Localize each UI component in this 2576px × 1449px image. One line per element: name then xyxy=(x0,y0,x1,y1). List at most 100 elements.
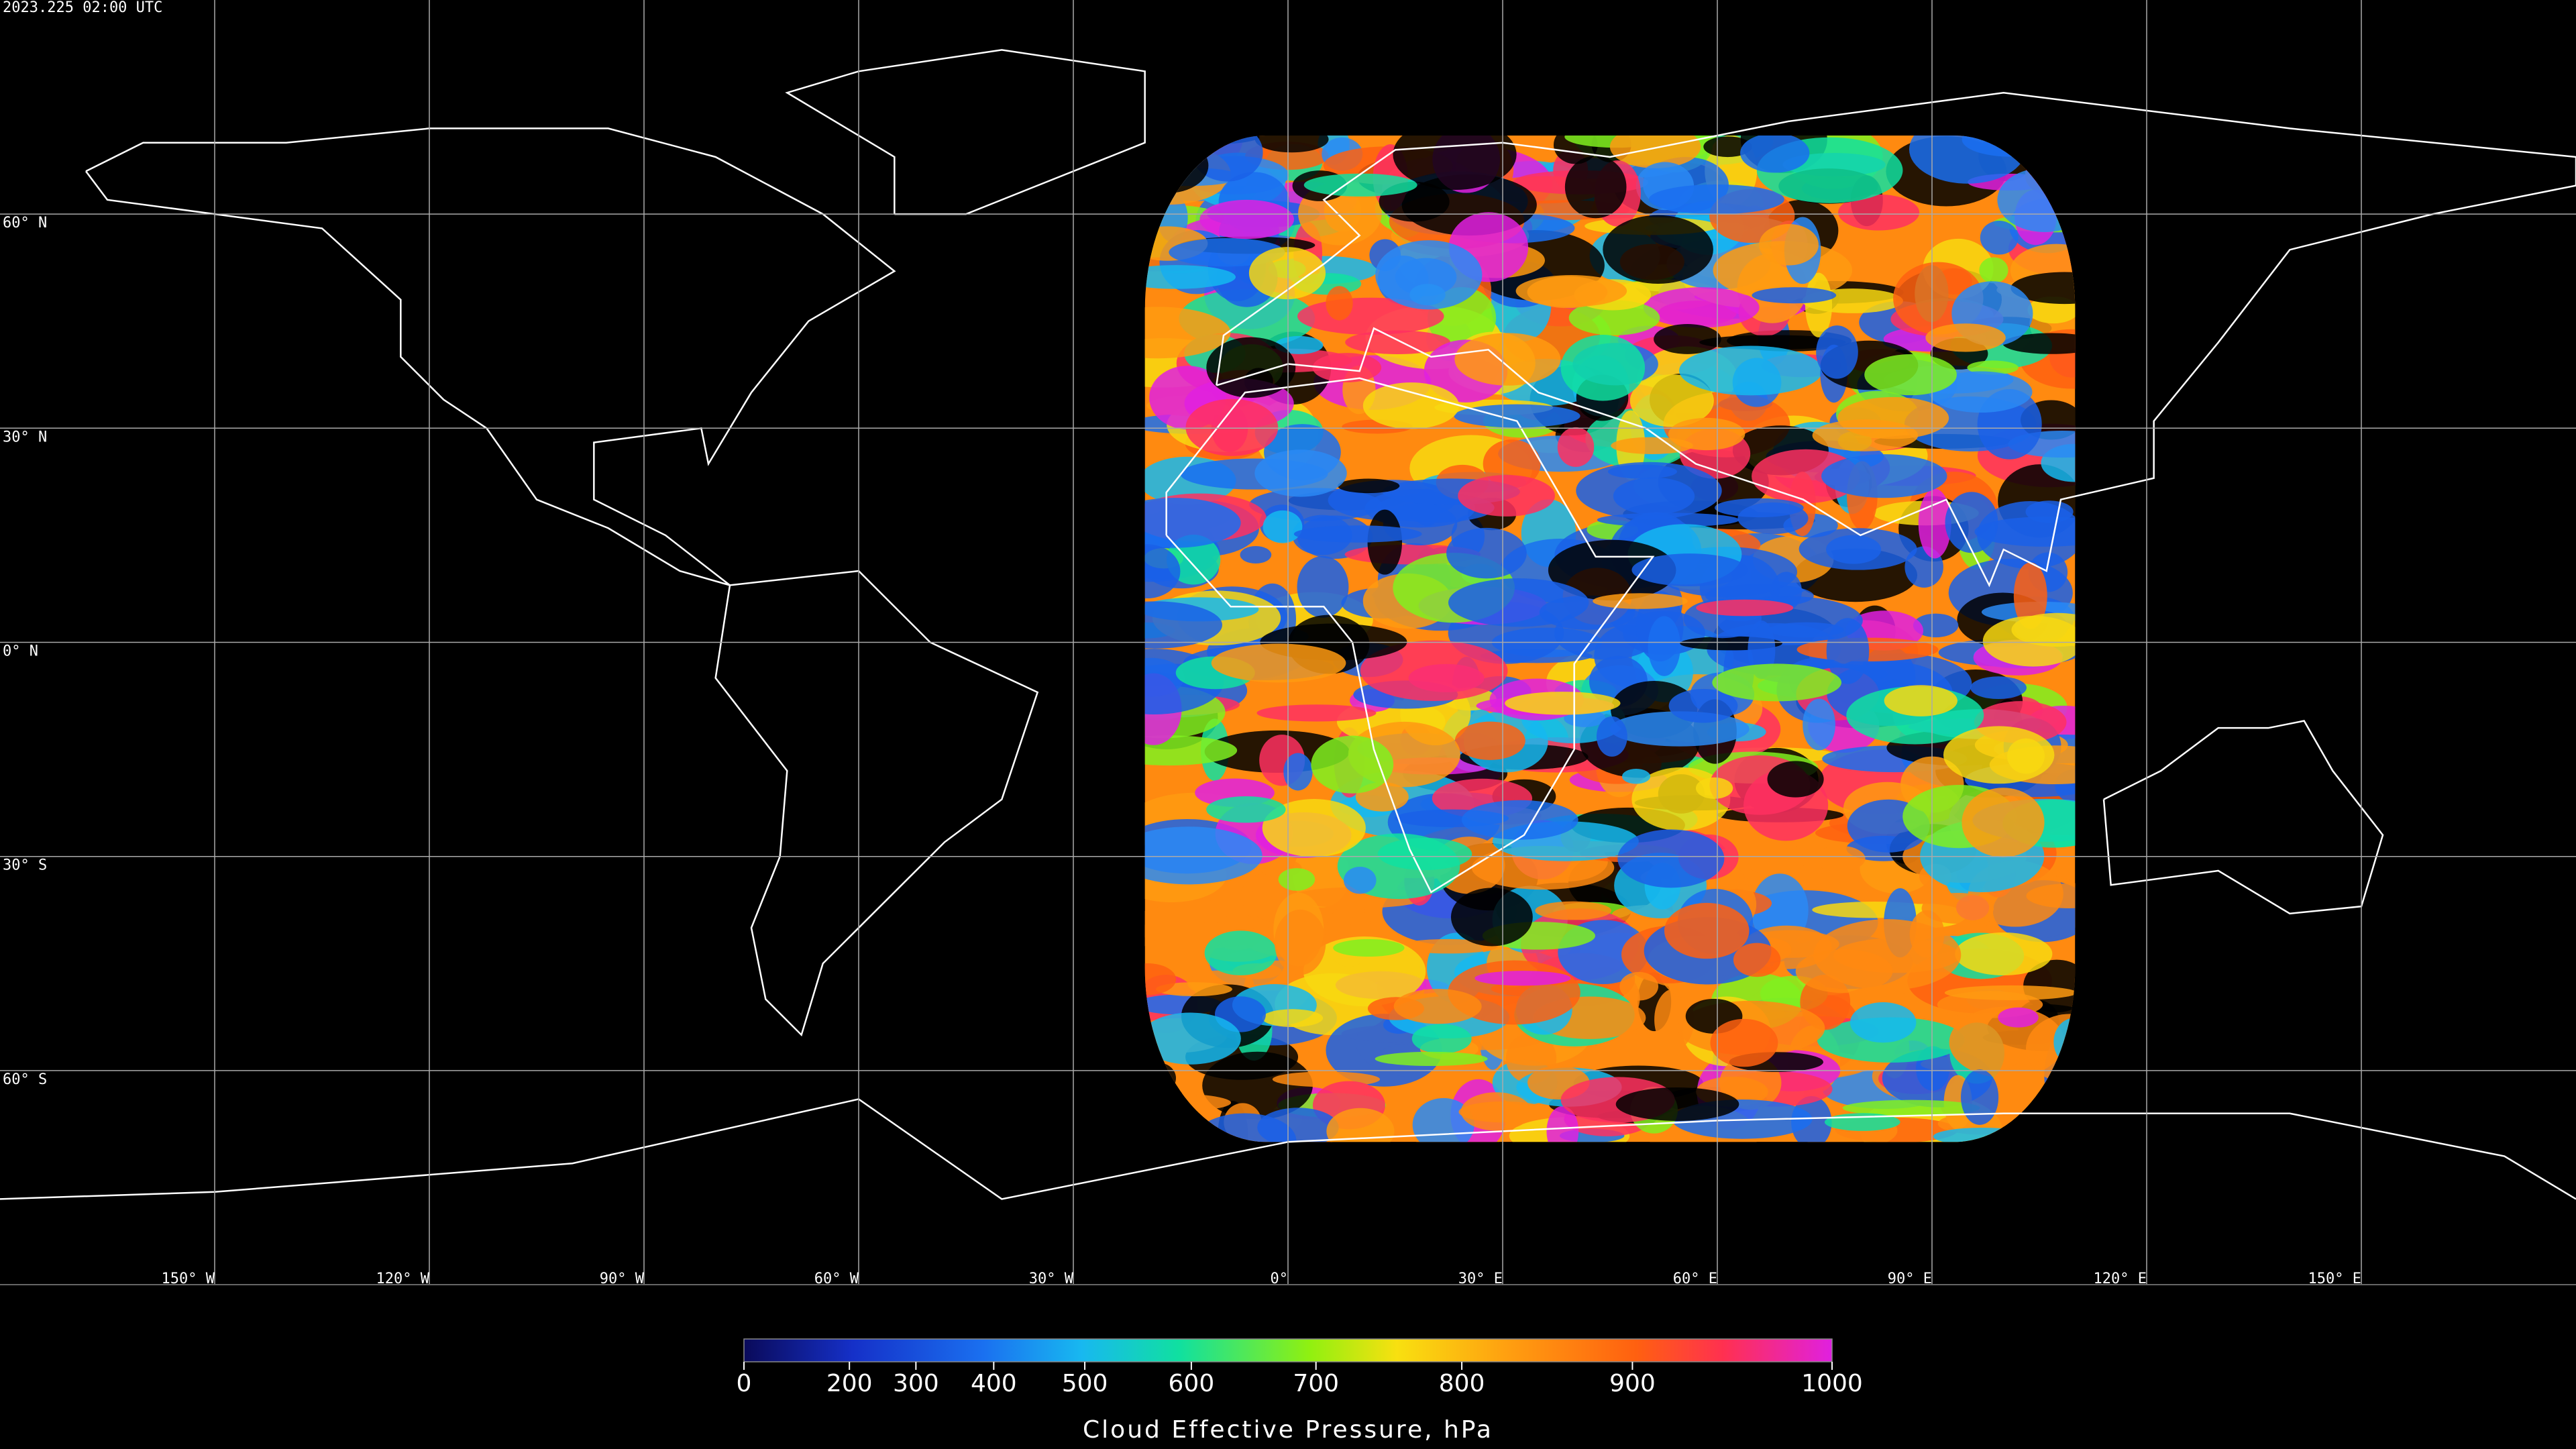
cloud-blob xyxy=(2026,883,2076,908)
cloud-blob xyxy=(1752,449,1860,504)
cloud-blob xyxy=(1204,930,1277,975)
colorbar-tick-label: 900 xyxy=(1609,1370,1656,1397)
cloud-blob xyxy=(1909,910,1945,958)
cloud-blob xyxy=(1799,528,1917,570)
cloud-blob xyxy=(1864,354,1957,396)
cloud-blob xyxy=(1803,698,1835,751)
cloud-blob xyxy=(1144,498,1241,548)
cloud-blob xyxy=(1925,323,2006,352)
cloud-blob xyxy=(1262,1009,1324,1027)
cloud-blob xyxy=(1955,932,2053,976)
lat-label: 60° S xyxy=(3,1071,47,1088)
cloud-blob xyxy=(1312,353,1382,382)
cloud-blob xyxy=(2002,333,2076,354)
cloud-blob xyxy=(1144,601,1222,649)
lon-label: 90° W xyxy=(600,1271,645,1287)
cloud-blob xyxy=(1450,888,1533,947)
cloud-blob xyxy=(1206,337,1296,398)
cloud-blob xyxy=(1557,427,1595,468)
colorbar-tick-label: 600 xyxy=(1169,1370,1215,1397)
cloud-blob xyxy=(1664,902,1750,959)
cloud-blob xyxy=(1611,437,1693,454)
cloud-blob xyxy=(1515,275,1627,307)
lon-label: 150° W xyxy=(162,1271,215,1287)
timestamp: 2023.225 02:00 UTC xyxy=(3,0,162,16)
cloud-blob xyxy=(2010,272,2076,305)
cloud-blob xyxy=(1921,892,1994,924)
cloud-blob xyxy=(1826,618,1870,684)
lon-label: 60° W xyxy=(814,1271,859,1287)
cloud-blob xyxy=(1343,866,1377,894)
cloud-blob xyxy=(1375,1051,1488,1067)
cloud-blob xyxy=(1699,335,1846,350)
cloud-blob xyxy=(1458,475,1556,517)
cloud-blob xyxy=(1377,837,1472,871)
cloud-blob xyxy=(1248,247,1326,300)
cloud-blob xyxy=(1326,1108,1395,1142)
cloud-blob xyxy=(1943,726,2055,784)
cloud-blob xyxy=(1918,488,1951,559)
coastline xyxy=(1216,91,2576,588)
cloud-blob xyxy=(1393,136,1517,191)
cloud-blob xyxy=(1535,901,1612,920)
cloud-blob xyxy=(1849,1002,1917,1043)
lon-label: 90° E xyxy=(1888,1271,1932,1287)
cloud-blob xyxy=(1254,136,1329,153)
cloud-blob xyxy=(1814,845,1866,872)
lon-label: 0° xyxy=(1271,1271,1289,1287)
lat-label: 30° N xyxy=(3,429,47,445)
cloud-blob xyxy=(1838,194,1920,231)
cloud-blob xyxy=(1303,173,1417,197)
cloud-blob xyxy=(1768,622,1844,638)
cloud-blob xyxy=(1615,1087,1739,1121)
cloud-blob xyxy=(1461,800,1578,840)
cloud-blob xyxy=(1593,593,1688,609)
cloud-blob xyxy=(1144,544,1181,598)
cloud-blob xyxy=(1631,553,1748,586)
cloud-blob xyxy=(1548,539,1676,601)
colorbar-tick-label: 500 xyxy=(1062,1370,1108,1397)
cloud-blob xyxy=(1375,240,1483,310)
cloud-blob xyxy=(1256,704,1377,722)
cloud-blob xyxy=(1458,1101,1550,1123)
cloud-blob xyxy=(1454,404,1580,428)
cloud-blob xyxy=(1144,1012,1241,1065)
cloud-blob xyxy=(1979,257,2008,284)
coastline xyxy=(2102,720,2384,915)
cloud-blob xyxy=(1643,287,1760,328)
cloud-blob xyxy=(1649,184,1784,215)
cloud-blob xyxy=(1998,1007,2039,1028)
cloud-blob xyxy=(1712,663,1842,702)
cloud-blob xyxy=(1733,943,1781,977)
colorbar-tick-label: 0 xyxy=(737,1370,752,1397)
cloud-blob xyxy=(1283,753,1313,791)
cloud-blob xyxy=(1752,287,1837,304)
colorbar xyxy=(743,1338,1833,1362)
cloud-blob xyxy=(1156,982,1232,997)
cloud-blob xyxy=(1454,721,1525,760)
cloud-blob xyxy=(2011,612,2076,647)
cloud-blob xyxy=(1679,345,1823,396)
cloud-blob xyxy=(1668,688,1738,723)
cloud-blob xyxy=(1454,333,1561,386)
colorbar-tick-label: 700 xyxy=(1293,1370,1339,1397)
lon-label: 60° E xyxy=(1673,1271,1717,1287)
cloud-blob xyxy=(1362,382,1460,429)
cloud-blob xyxy=(1668,417,1746,451)
cloud-blob xyxy=(1144,735,1238,766)
cloud-blob xyxy=(1962,788,2045,857)
cloud-blob xyxy=(1576,462,1722,520)
cloud-blob xyxy=(1199,199,1295,239)
cloud-blob xyxy=(1629,374,1714,427)
lat-label: 0° N xyxy=(3,643,38,660)
cloud-blob xyxy=(1333,939,1405,957)
cloud-blob xyxy=(1767,761,1824,798)
cloud-blob xyxy=(1621,769,1651,784)
cloud-blob xyxy=(1274,909,1326,975)
cloud-blob xyxy=(1913,613,1959,638)
cloud-blob xyxy=(1263,510,1303,543)
cloud-blob xyxy=(1609,136,1701,168)
cloud-blob xyxy=(1211,643,1346,683)
cloud-blob xyxy=(1185,398,1279,456)
